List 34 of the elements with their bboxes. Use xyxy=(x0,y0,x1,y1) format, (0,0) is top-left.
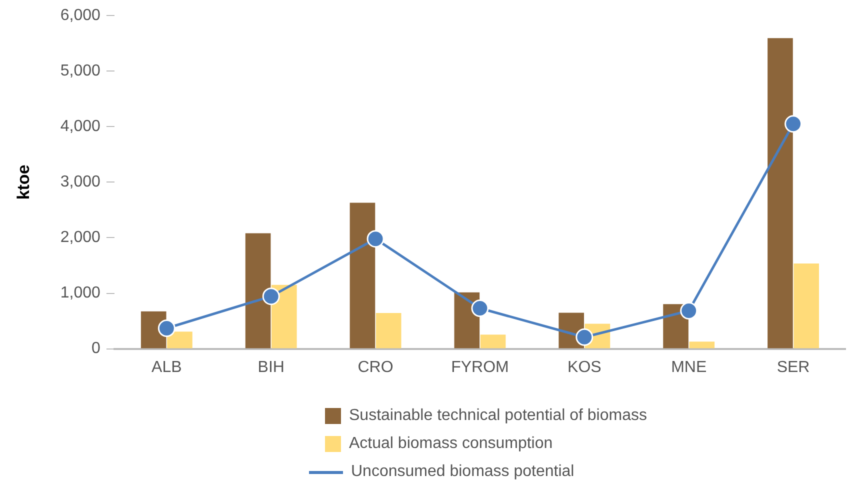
y-tick-label: 5,000 xyxy=(60,62,101,80)
y-tick-label: 6,000 xyxy=(60,7,101,24)
point xyxy=(471,300,489,318)
point xyxy=(366,230,384,248)
bar xyxy=(245,233,271,348)
bar xyxy=(480,334,506,348)
y-tick-label: 4,000 xyxy=(60,118,101,136)
x-tick-label: ALB xyxy=(152,358,182,376)
x-tick-label: FYROM xyxy=(451,358,509,376)
legend-label: Actual biomass consumption xyxy=(349,435,553,453)
bar xyxy=(768,38,793,348)
x-tick-label: SER xyxy=(776,358,810,376)
bar xyxy=(376,312,402,348)
point xyxy=(262,288,280,306)
y-tick-label: 1,000 xyxy=(60,284,101,302)
x-tick-label: MNE xyxy=(671,358,707,376)
legend-label: Sustainable technical potential of biomass xyxy=(349,407,647,425)
x-tick-label: KOS xyxy=(568,358,602,376)
bar xyxy=(794,264,819,348)
y-tick-label: 3,000 xyxy=(60,174,101,191)
point xyxy=(158,320,176,338)
point xyxy=(680,302,698,320)
bar xyxy=(689,342,715,348)
bar xyxy=(271,284,297,348)
bar xyxy=(350,202,376,348)
legend-label: Unconsumed biomass potential xyxy=(351,463,574,481)
point xyxy=(784,115,802,133)
point xyxy=(576,328,594,346)
bar xyxy=(167,332,192,348)
x-tick-label: CRO xyxy=(358,358,394,376)
y-axis-title: ktoe xyxy=(14,164,33,200)
y-tick-label: 0 xyxy=(92,340,101,358)
y-tick-label: 2,000 xyxy=(60,229,101,246)
x-tick-label: BIH xyxy=(258,358,284,376)
